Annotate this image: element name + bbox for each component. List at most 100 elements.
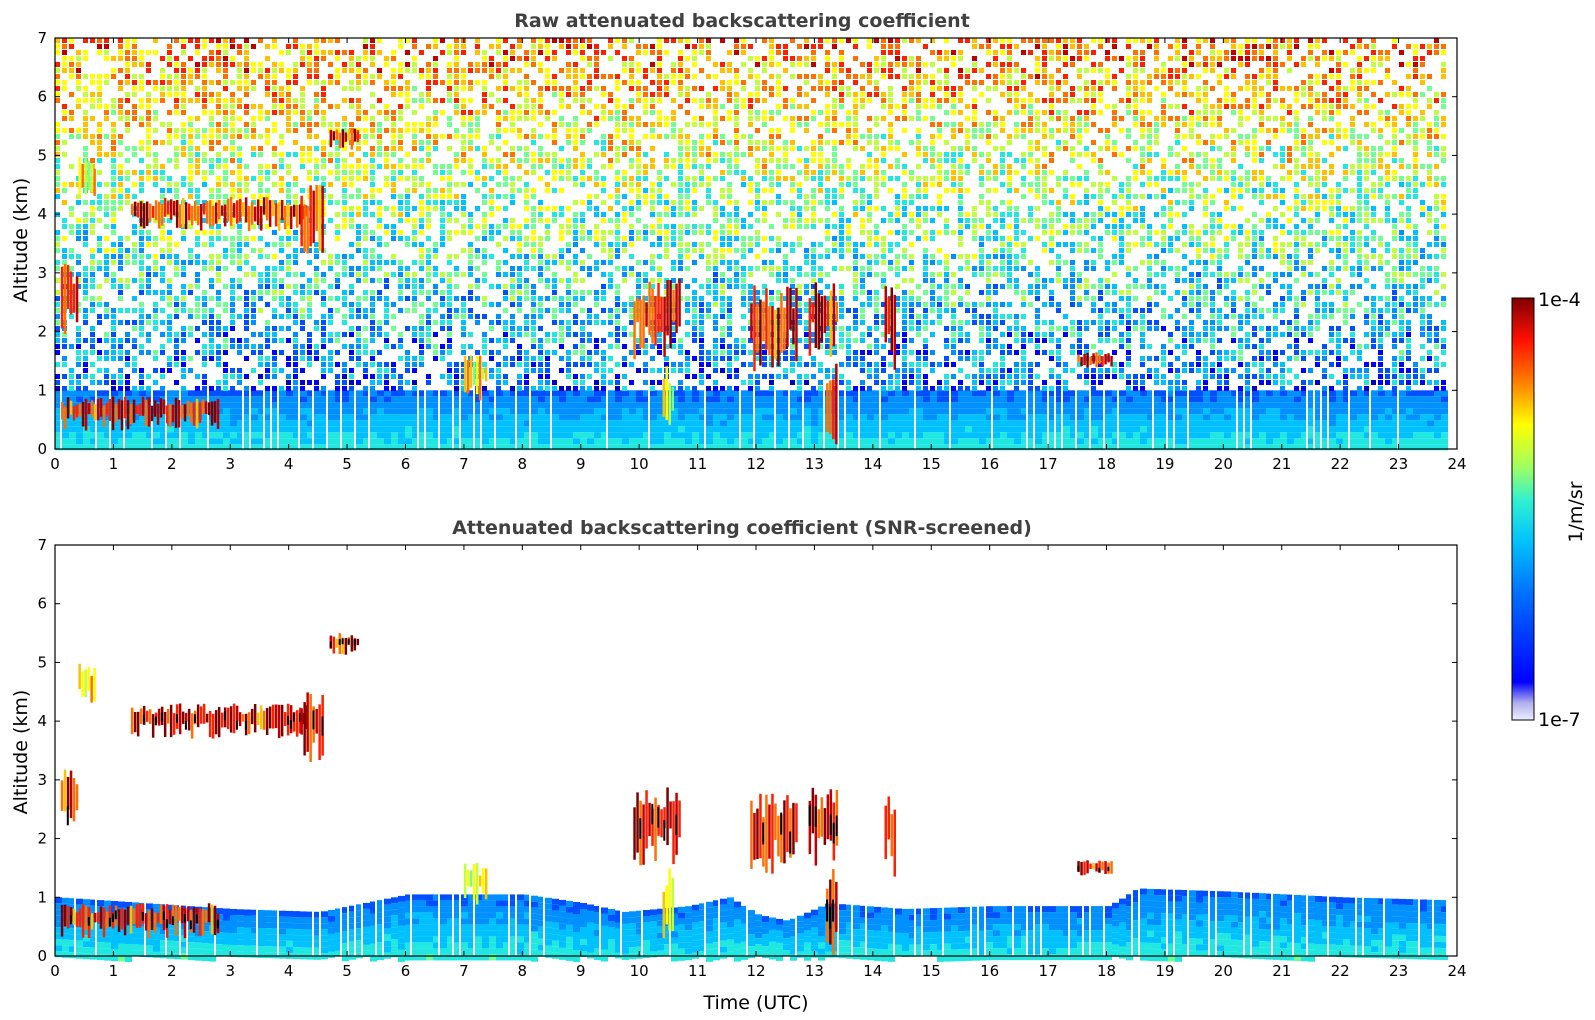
noise-cell [454, 158, 459, 163]
bl-cell [104, 414, 111, 421]
noise-cell [391, 344, 396, 349]
noise-cell [188, 212, 193, 217]
bl-cell [755, 426, 762, 433]
bl-cell [573, 414, 580, 421]
noise-cell [321, 368, 326, 373]
noise-cell [720, 254, 725, 259]
noise-cell [734, 350, 739, 355]
noise-cell [524, 200, 529, 205]
noise-cell [720, 338, 725, 343]
noise-cell [461, 110, 466, 115]
bl-cell [524, 396, 531, 403]
noise-cell [762, 110, 767, 115]
noise-cell [762, 260, 767, 265]
noise-cell [706, 254, 711, 259]
noise-cell [370, 188, 375, 193]
bl-cell [510, 432, 517, 439]
bl-cell [538, 396, 545, 403]
noise-cell [496, 146, 501, 151]
noise-cell [419, 200, 424, 205]
noise-cell [384, 182, 389, 187]
noise-cell [461, 116, 466, 121]
noise-cell [55, 68, 60, 73]
noise-cell [629, 86, 634, 91]
noise-cell [650, 110, 655, 115]
noise-cell [489, 206, 494, 211]
bl-cell [90, 402, 97, 409]
bl-cell [279, 408, 286, 415]
noise-cell [594, 380, 599, 385]
noise-cell [223, 368, 228, 373]
noise-cell [370, 146, 375, 151]
bl-cell [671, 390, 678, 397]
noise-cell [587, 290, 592, 295]
noise-cell [377, 98, 382, 103]
noise-cell [706, 266, 711, 271]
noise-cell [188, 74, 193, 79]
noise-cell [132, 110, 137, 115]
data-gap [424, 38, 426, 449]
noise-cell [426, 344, 431, 349]
noise-cell [573, 362, 578, 367]
noise-cell [356, 98, 361, 103]
noise-cell [62, 86, 67, 91]
noise-cell [559, 254, 564, 259]
bl-cell [692, 396, 699, 403]
bl-cell [118, 432, 125, 439]
noise-cell [664, 230, 669, 235]
noise-cell [237, 278, 242, 283]
noise-cell [111, 248, 116, 253]
noise-cell [83, 236, 88, 241]
noise-cell [97, 134, 102, 139]
noise-cell [251, 152, 256, 157]
bl-cell [769, 432, 776, 439]
noise-cell [118, 254, 123, 259]
noise-cell [643, 188, 648, 193]
noise-cell [461, 74, 466, 79]
noise-cell [76, 236, 81, 241]
bl-cell [601, 420, 608, 427]
noise-cell [447, 338, 452, 343]
bl-cell [314, 420, 321, 427]
noise-cell [293, 140, 298, 145]
noise-cell [314, 80, 319, 85]
noise-cell [167, 248, 172, 253]
noise-cell [482, 350, 487, 355]
noise-cell [181, 338, 186, 343]
noise-cell [489, 74, 494, 79]
noise-cell [391, 326, 396, 331]
noise-cell [636, 338, 641, 343]
noise-cell [398, 296, 403, 301]
noise-cell [328, 362, 333, 367]
noise-cell [748, 380, 753, 385]
noise-cell [342, 368, 347, 373]
noise-cell [615, 326, 620, 331]
noise-cell [573, 68, 578, 73]
noise-cell [146, 290, 151, 295]
noise-cell [139, 158, 144, 163]
noise-cell [237, 254, 242, 259]
noise-cell [391, 374, 396, 379]
data-gap [263, 38, 265, 449]
noise-cell [209, 236, 214, 241]
noise-cell [293, 200, 298, 205]
noise-cell [482, 164, 487, 169]
bl-cell [146, 438, 153, 445]
noise-cell [615, 254, 620, 259]
noise-cell [300, 344, 305, 349]
noise-cell [608, 140, 613, 145]
noise-cell [741, 224, 746, 229]
noise-cell [286, 386, 291, 391]
bl-cell [615, 432, 622, 439]
noise-cell [517, 302, 522, 307]
noise-cell [62, 260, 67, 265]
bl-cell [496, 438, 503, 445]
noise-cell [209, 140, 214, 145]
noise-cell [615, 80, 620, 85]
bl-cell [419, 414, 426, 421]
noise-cell [566, 362, 571, 367]
noise-cell [559, 158, 564, 163]
bl-cell [377, 408, 384, 415]
noise-cell [55, 158, 60, 163]
noise-cell [657, 62, 662, 67]
